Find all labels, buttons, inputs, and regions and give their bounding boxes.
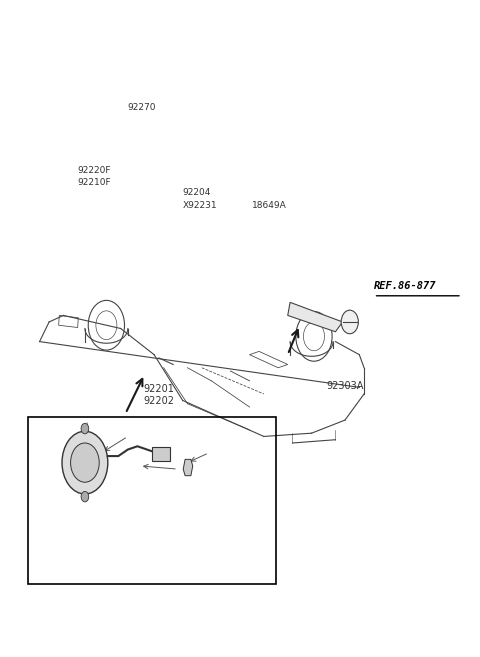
Circle shape (71, 443, 99, 482)
Circle shape (341, 310, 359, 334)
Text: 18649A: 18649A (252, 201, 287, 210)
Text: 92303A: 92303A (326, 381, 364, 391)
Text: REF.86-877: REF.86-877 (373, 281, 436, 291)
Text: 92220F: 92220F (78, 166, 111, 175)
Circle shape (81, 423, 89, 434)
Bar (59, 315, 78, 327)
Circle shape (81, 491, 89, 502)
Text: 92210F: 92210F (78, 178, 111, 187)
Polygon shape (288, 302, 343, 332)
Circle shape (62, 431, 108, 494)
Text: 92270: 92270 (128, 102, 156, 112)
Polygon shape (183, 459, 193, 476)
Bar (152, 447, 170, 461)
Text: 92204: 92204 (183, 188, 211, 197)
Bar (28, 417, 276, 583)
Text: 92201
92202: 92201 92202 (144, 384, 174, 406)
Text: X92231: X92231 (183, 201, 217, 210)
